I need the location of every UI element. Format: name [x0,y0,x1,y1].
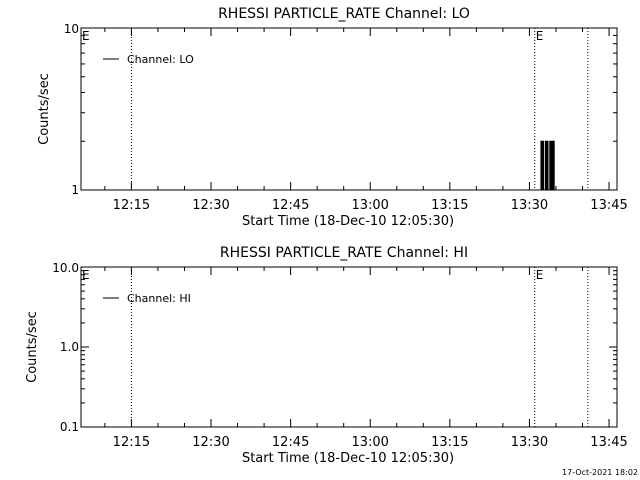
chart-1-plot-frame [80,27,618,191]
chart-1-series-line [540,140,556,191]
chart-2-y-tick-label: 0.1 [60,420,79,434]
chart-1-x-tick-label: 12:15 [113,198,150,213]
chart-2-x-tick-label: 12:15 [113,435,150,450]
chart-1-y-tick-label: 10 [64,22,79,36]
chart-1-x-tick-label: 13:30 [511,198,548,213]
chart-2-x-tick-label: 13:45 [590,435,627,450]
chart-2-x-tick-label: 12:30 [192,435,229,450]
chart-2-y-axis-label: Counts/sec [25,311,40,383]
chart-1-y-axis-label: Counts/sec [37,73,52,145]
chart-1-x-tick-label: 13:45 [590,198,627,213]
chart-1-x-tick-label: 13:00 [351,198,388,213]
chart-1-legend-label: Channel: LO [127,53,194,66]
chart-1-title: RHESSI PARTICLE_RATE Channel: LO [218,6,470,22]
chart-2-x-tick-label: 13:15 [431,435,468,450]
chart-2-x-tick-label: 12:45 [272,435,309,450]
chart-2-y-tick-label: 1.0 [60,340,79,354]
chart-2-x-tick-label: 13:30 [511,435,548,450]
chart-1-event-marker: E [82,29,90,43]
chart-1-x-tick-label: 12:30 [192,198,229,213]
chart-2-event-marker: E [536,268,544,282]
chart-1-y-tick-label: 1 [71,183,79,197]
footer-timestamp: 17-Oct-2021 18:02 [562,468,638,477]
chart-2-y-tick-label: 10.0 [52,261,79,275]
chart-1-x-tick-label: 13:15 [431,198,468,213]
chart-1-event-marker: E [536,29,544,43]
chart-1-x-axis-label: Start Time (18-Dec-10 12:05:30) [242,214,454,229]
chart-2-plot-frame [80,266,618,428]
chart-2-x-tick-label: 13:00 [351,435,388,450]
chart-2-x-axis-label: Start Time (18-Dec-10 12:05:30) [242,451,454,466]
chart-2-legend-label: Channel: HI [127,292,191,305]
chart-2-event-marker: E [82,268,90,282]
chart-1-x-tick-label: 12:45 [272,198,309,213]
chart-2-title: RHESSI PARTICLE_RATE Channel: HI [220,245,468,261]
